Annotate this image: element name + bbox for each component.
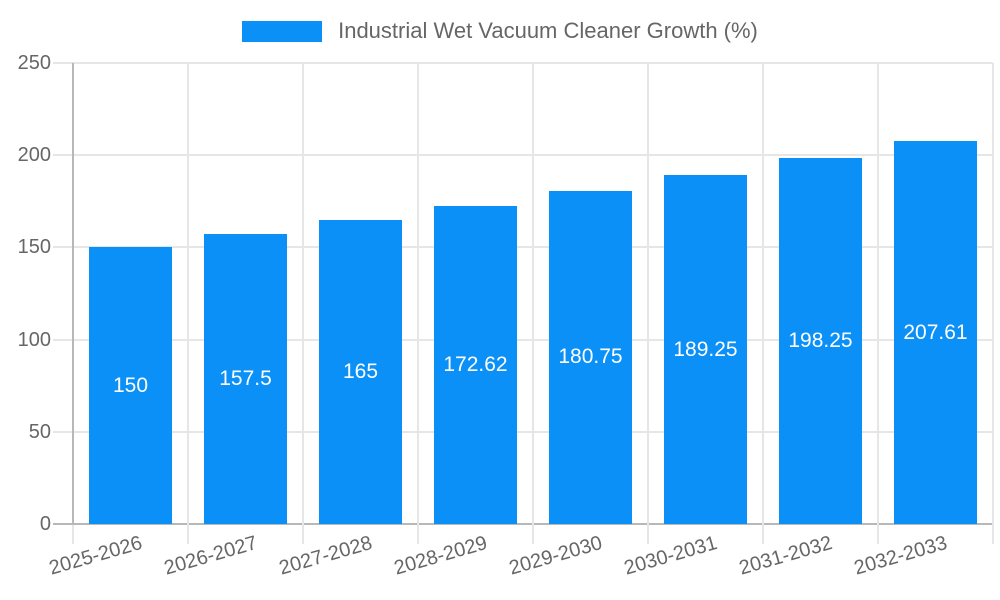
bar: [549, 190, 632, 524]
y-tick-mark: [53, 338, 73, 341]
gridline-vertical: [762, 63, 764, 524]
bar-value-label: 189.25: [673, 337, 738, 361]
y-tick-label: 150: [17, 236, 51, 259]
bar: [434, 205, 517, 524]
gridline-vertical: [417, 63, 419, 524]
gridline-vertical: [532, 63, 534, 524]
x-tick-label: 2026-2027: [161, 532, 260, 580]
bar-value-label: 150: [112, 373, 149, 397]
x-tick-label: 2027-2028: [276, 532, 375, 580]
y-tick-label: 50: [28, 420, 51, 443]
x-tick-mark: [992, 524, 994, 544]
x-tick-label: 2030-2031: [621, 532, 720, 580]
legend-item[interactable]: Industrial Wet Vacuum Cleaner Growth (%): [0, 18, 1000, 44]
x-tick-mark: [762, 524, 764, 544]
x-tick-label: 2031-2032: [736, 532, 835, 580]
bar-value-label: 165: [342, 359, 379, 383]
y-tick-mark: [53, 154, 73, 157]
bar-value-label: 180.75: [558, 345, 623, 369]
gridline-vertical: [877, 63, 879, 524]
y-tick-mark: [53, 62, 73, 64]
bar-value-label: 157.5: [219, 366, 272, 390]
x-tick-label: 2029-2030: [506, 532, 605, 580]
x-tick-mark: [72, 524, 74, 544]
x-tick-mark: [532, 524, 534, 544]
bar-value-label: 198.25: [788, 329, 853, 353]
bar: [779, 158, 862, 524]
x-tick-mark: [417, 524, 419, 544]
y-tick-label: 200: [17, 144, 51, 167]
bar: [319, 219, 402, 524]
bar-value-label: 172.62: [443, 352, 508, 376]
y-tick-label: 0: [39, 513, 51, 535]
x-tick-mark: [647, 524, 649, 544]
gridline-vertical: [187, 63, 189, 524]
x-tick-mark: [877, 524, 879, 544]
bar-value-label: 207.61: [903, 320, 968, 344]
x-tick-label: 2032-2033: [851, 532, 950, 580]
gridline-vertical: [647, 63, 649, 524]
y-tick-label: 100: [17, 328, 51, 351]
y-axis-line: [72, 63, 74, 525]
x-tick-label: 2025-2026: [46, 532, 145, 580]
x-axis-line: [53, 523, 993, 525]
legend-swatch: [242, 20, 323, 42]
x-tick-label: 2028-2029: [391, 532, 490, 580]
bar: [204, 233, 287, 524]
legend-label: Industrial Wet Vacuum Cleaner Growth (%): [338, 18, 758, 43]
bar: [664, 175, 747, 524]
gridline-vertical: [992, 63, 994, 524]
x-tick-mark: [187, 524, 189, 544]
gridline-vertical: [302, 63, 304, 524]
x-tick-mark: [302, 524, 304, 544]
y-tick-mark: [53, 246, 73, 249]
bar: [894, 141, 977, 524]
y-tick-label: 250: [17, 52, 51, 74]
y-tick-mark: [53, 430, 73, 433]
bar: [89, 247, 172, 524]
